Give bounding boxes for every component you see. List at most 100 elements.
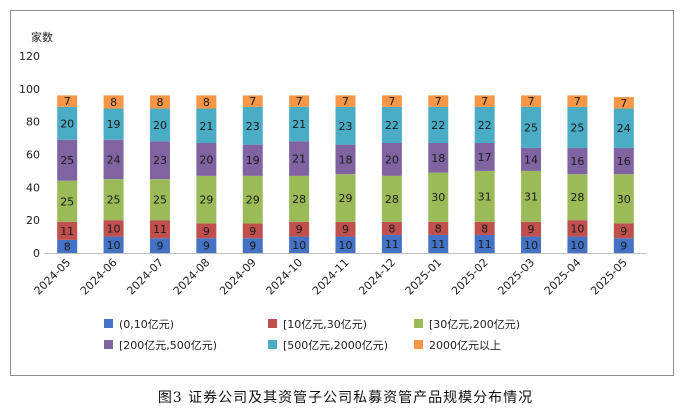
bar-segment: [335, 106, 356, 145]
data-label: 28: [385, 193, 399, 206]
bar-segment: [613, 174, 634, 224]
data-label: 10: [339, 239, 353, 252]
bar-segment: [381, 234, 402, 253]
bar-segment: [521, 236, 542, 253]
legend: (0,10亿元) [10亿元,30亿元) [30亿元,200亿元) [200亿元,50…: [104, 318, 520, 352]
x-tick-label: 2025-05: [588, 256, 630, 298]
bar-segment: [428, 172, 449, 222]
bar-segment: [103, 95, 124, 109]
bar-segment: [474, 106, 495, 144]
bar-segment: [521, 170, 542, 222]
bar-segment: [474, 221, 495, 235]
bar-segment: [289, 236, 310, 253]
bar-segment: [474, 234, 495, 253]
data-label: 23: [246, 120, 260, 133]
bar-segment: [196, 143, 217, 176]
legend-swatch: [414, 319, 423, 328]
stacked-bar-chart: 家数 02040608010012081125252072024-0510102…: [19, 30, 647, 352]
data-label: 20: [385, 153, 399, 166]
data-label: 24: [107, 153, 121, 166]
bar-segment: [242, 238, 263, 253]
legend-swatch: [268, 319, 277, 328]
bar-segment: [289, 175, 310, 222]
bar-segment: [103, 139, 124, 180]
legend-label: [10亿元,30亿元): [283, 318, 367, 331]
data-label: 9: [249, 225, 256, 238]
data-label: 11: [478, 238, 492, 251]
bar-segment: [428, 95, 449, 107]
bar-segment: [103, 108, 124, 140]
legend-swatch: [268, 340, 277, 349]
bar-segment: [289, 95, 310, 107]
data-label: 9: [203, 225, 210, 238]
bar-segment: [521, 221, 542, 237]
bar-segment: [613, 147, 634, 175]
data-label: 8: [481, 222, 488, 235]
data-label: 11: [153, 223, 167, 236]
data-label: 11: [385, 238, 399, 251]
data-label: 22: [478, 119, 492, 132]
x-tick-label: 2025-01: [403, 256, 445, 298]
data-label: 30: [431, 191, 445, 204]
bar-segment: [613, 238, 634, 253]
data-label: 7: [574, 95, 581, 108]
bar-segment: [428, 143, 449, 173]
bar-segment: [196, 175, 217, 224]
bar-segment: [57, 180, 78, 222]
bar-segment: [149, 238, 170, 253]
legend-label: [500亿元,2000亿元): [283, 339, 388, 352]
data-label: 8: [110, 96, 117, 109]
legend-label: [30亿元,200亿元): [429, 318, 520, 331]
bar-segment: [335, 144, 356, 175]
data-label: 7: [296, 95, 303, 108]
bar-segment: [613, 97, 634, 109]
legend-label: [200亿元,500亿元): [119, 339, 217, 352]
legend-label: 2000亿元以上: [429, 339, 501, 352]
bar-segment: [381, 175, 402, 222]
bar-segment: [335, 236, 356, 253]
x-tick-label: 2024-07: [124, 256, 166, 298]
y-tick-label: 40: [26, 181, 40, 194]
data-label: 25: [60, 154, 74, 167]
data-label: 17: [478, 151, 492, 164]
bar-segment: [567, 106, 588, 148]
x-tick-label: 2024-10: [264, 256, 306, 298]
data-label: 16: [570, 155, 584, 168]
data-label: 10: [292, 239, 306, 252]
bar-segment: [474, 95, 495, 107]
data-label: 20: [60, 117, 74, 130]
data-label: 7: [64, 95, 71, 108]
bar-segment: [103, 220, 124, 237]
figure-caption: 图3 证券公司及其资管子公司私募资管产品规模分布情况: [157, 390, 534, 406]
bar-segment: [289, 106, 310, 142]
data-label: 8: [388, 222, 395, 235]
x-tick-label: 2024-09: [217, 256, 259, 298]
plot-area: 0 20 40 60 80 100 120 8 11 25 25 20 7 2024-05 10 10 25 24…: [19, 50, 647, 298]
data-label: 21: [292, 153, 306, 166]
data-label: 25: [153, 194, 167, 207]
data-label: 8: [64, 240, 71, 253]
data-label: 10: [107, 222, 121, 235]
legend-label: (0,10亿元): [119, 318, 174, 331]
x-tick-label: 2025-04: [542, 256, 584, 298]
data-label: 9: [203, 240, 210, 253]
data-label: 29: [246, 194, 260, 207]
x-tick-label: 2025-02: [449, 256, 491, 298]
data-label: 24: [617, 122, 631, 135]
bar-segment: [196, 108, 217, 144]
data-label: 16: [617, 155, 631, 168]
bar-segment: [149, 220, 170, 239]
bar-segment: [381, 95, 402, 107]
bar-segment: [57, 139, 78, 181]
data-label: 9: [156, 240, 163, 253]
x-tick-label: 2024-06: [78, 256, 120, 298]
bar-segment: [242, 106, 263, 145]
data-label: 7: [435, 95, 442, 108]
data-label: 19: [246, 154, 260, 167]
bar-segment: [149, 179, 170, 221]
data-label: 9: [342, 223, 349, 236]
bar-segment: [196, 95, 217, 109]
y-axis-label: 家数: [31, 30, 53, 44]
y-tick-label: 120: [19, 50, 40, 63]
data-label: 11: [60, 225, 74, 238]
